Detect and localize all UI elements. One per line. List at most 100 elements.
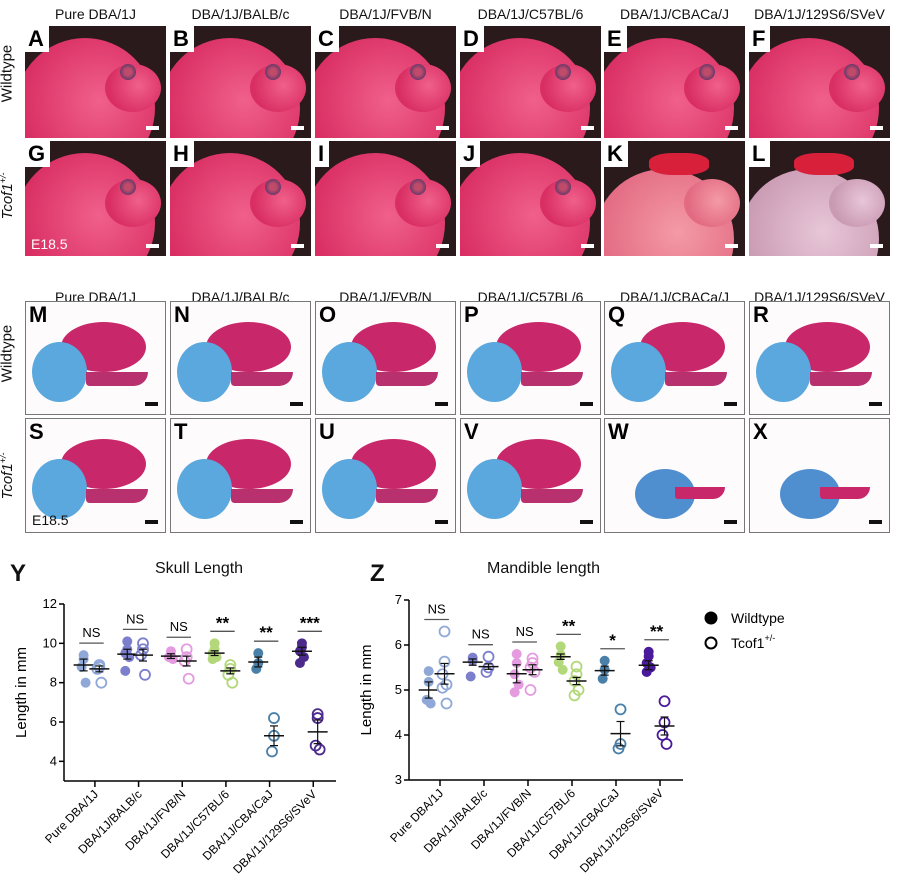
y-tick-label: 8 bbox=[50, 675, 57, 690]
significance-label: ** bbox=[260, 623, 274, 642]
cartilage-image bbox=[467, 459, 522, 519]
photo-panel-d: D bbox=[460, 26, 601, 138]
mutant-point bbox=[440, 697, 453, 710]
mutant-point bbox=[658, 695, 671, 708]
scale-bar bbox=[290, 520, 303, 524]
wildtype-point bbox=[641, 667, 652, 677]
photo-panel-g: G E18.5 bbox=[25, 141, 166, 256]
scale-bar bbox=[145, 520, 158, 524]
wildtype-point bbox=[253, 648, 264, 659]
wildtype-point bbox=[511, 658, 522, 668]
mutant-point bbox=[660, 738, 673, 750]
skeletal-panel-s: S E18.5 bbox=[25, 418, 166, 533]
y-tick-label: 4 bbox=[50, 753, 57, 768]
mandible-image bbox=[675, 487, 725, 499]
scale-bar bbox=[580, 520, 593, 524]
eye-image bbox=[555, 179, 571, 195]
embryo-snout-image bbox=[829, 179, 885, 227]
row-label-wildtype-skeletal: Wildtype bbox=[0, 324, 16, 383]
y-tick-label: 3 bbox=[395, 772, 402, 787]
scale-bar bbox=[290, 402, 303, 406]
chart-panel-letter-y: Y bbox=[10, 560, 27, 587]
scale-bar bbox=[291, 126, 304, 130]
scale-bar bbox=[436, 126, 449, 130]
stage-label: E18.5 bbox=[31, 236, 68, 252]
photo-panel-e: E bbox=[604, 26, 745, 138]
wildtype-point bbox=[423, 666, 434, 677]
photo-panel-c: C bbox=[315, 26, 456, 138]
panel-letter: M bbox=[29, 302, 48, 327]
mutant-point bbox=[614, 703, 627, 716]
row-label-mutant-text: Tcof1 bbox=[0, 183, 16, 220]
panel-letter: U bbox=[319, 419, 335, 444]
mandible-image bbox=[810, 372, 872, 386]
skeletal-panel-v: V bbox=[460, 418, 601, 533]
mutant-point bbox=[570, 660, 583, 673]
y-tick-label: 12 bbox=[43, 596, 57, 611]
eye-image bbox=[699, 64, 715, 80]
mandible-image bbox=[820, 487, 870, 499]
photo-panel-i: I bbox=[315, 141, 456, 256]
cartilage-image bbox=[322, 459, 377, 519]
mandible-image bbox=[665, 372, 727, 386]
scale-bar bbox=[145, 402, 158, 406]
photo-column-header: DBA/1J/FVB/N bbox=[339, 6, 432, 22]
mutant-point bbox=[268, 712, 280, 724]
mandible-image bbox=[231, 489, 293, 503]
legend-marker-filled bbox=[704, 611, 718, 625]
mandible-image bbox=[376, 489, 438, 503]
scale-bar bbox=[435, 520, 448, 524]
mutant-point bbox=[482, 650, 495, 663]
scale-bar bbox=[870, 244, 883, 248]
eye-image bbox=[555, 64, 571, 80]
photo-panel-b: B bbox=[170, 26, 311, 138]
mutant-point bbox=[436, 681, 449, 694]
scale-bar bbox=[581, 244, 594, 248]
panel-letter: T bbox=[174, 419, 188, 444]
photo-panel-f: F bbox=[749, 26, 890, 138]
mutant-point bbox=[524, 684, 537, 696]
scale-bar bbox=[291, 244, 304, 248]
panel-letter: B bbox=[170, 26, 194, 52]
y-tick-label: 10 bbox=[43, 635, 57, 650]
wildtype-point bbox=[557, 664, 568, 675]
legend-label: Wildtype bbox=[731, 610, 785, 626]
wildtype-point bbox=[597, 673, 608, 684]
photo-column-header: Pure DBA/1J bbox=[55, 6, 136, 22]
y-tick-label: 6 bbox=[395, 637, 402, 652]
wildtype-point bbox=[425, 698, 436, 709]
mutant-point bbox=[180, 643, 193, 656]
panel-letter: O bbox=[319, 302, 337, 327]
panel-letter: J bbox=[460, 141, 481, 167]
scale-bar bbox=[869, 402, 882, 406]
scale-bar bbox=[869, 520, 882, 524]
skeletal-panel-u: U bbox=[315, 418, 456, 533]
row-label-mutant-sup: +/- bbox=[0, 172, 8, 184]
exencephaly-lesion bbox=[794, 153, 854, 175]
mutant-point bbox=[313, 743, 326, 756]
y-axis-label: Length in mm bbox=[360, 645, 375, 736]
y-tick-label: 5 bbox=[395, 682, 402, 697]
mutant-point bbox=[95, 676, 108, 689]
mutant-point bbox=[612, 742, 625, 755]
row-label-wildtype-photo: Wildtype bbox=[0, 44, 16, 103]
significance-label: ** bbox=[650, 622, 664, 641]
y-tick-label: 6 bbox=[50, 714, 57, 729]
scale-bar bbox=[436, 244, 449, 248]
eye-image bbox=[410, 179, 426, 195]
cartilage-image bbox=[177, 459, 232, 519]
mutant-point bbox=[438, 625, 451, 638]
mandible-image bbox=[231, 372, 293, 386]
photo-panel-l: L bbox=[749, 141, 890, 256]
mandible-image bbox=[521, 372, 583, 386]
skeletal-panel-x: X bbox=[749, 418, 890, 533]
row-label-mutant-sup: +/- bbox=[0, 452, 8, 464]
panel-letter: S bbox=[29, 419, 44, 444]
wildtype-point bbox=[80, 677, 91, 688]
scale-bar bbox=[146, 244, 159, 248]
eye-image bbox=[120, 179, 136, 195]
scale-bar bbox=[725, 244, 738, 248]
panel-letter: L bbox=[749, 141, 771, 167]
significance-label: ** bbox=[562, 616, 576, 635]
